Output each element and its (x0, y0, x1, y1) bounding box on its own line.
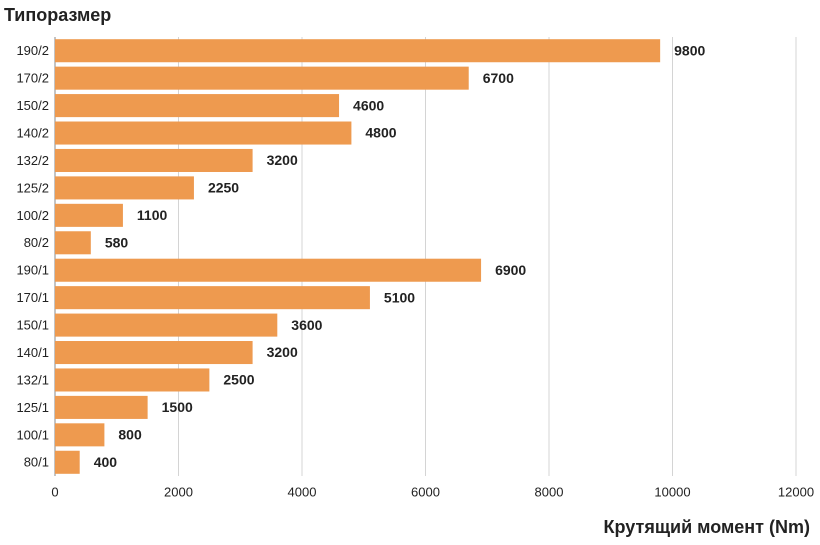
value-label: 6900 (495, 262, 526, 278)
bar (55, 203, 123, 227)
value-label: 3200 (267, 344, 298, 360)
bar (55, 341, 253, 365)
y-tick-label: 150/2 (16, 98, 49, 113)
y-axis-title: Типоразмер (4, 5, 111, 25)
y-tick-label: 170/2 (16, 71, 49, 86)
value-label: 400 (94, 454, 118, 470)
y-tick-label: 125/2 (16, 180, 49, 195)
y-tick-label: 125/1 (16, 400, 49, 415)
x-tick-label: 6000 (411, 484, 440, 499)
bar (55, 94, 340, 118)
value-label: 5100 (384, 289, 415, 305)
x-tick-label: 10000 (654, 484, 690, 499)
bar (55, 66, 469, 90)
value-label: 1500 (162, 399, 193, 415)
value-label: 9800 (674, 42, 705, 58)
bar (55, 231, 91, 255)
y-tick-label: 100/1 (16, 427, 49, 442)
bar (55, 39, 661, 63)
y-tick-label: 80/2 (24, 235, 49, 250)
bar (55, 148, 253, 172)
bar (55, 368, 210, 392)
value-label: 4600 (353, 97, 384, 113)
y-tick-label: 150/1 (16, 318, 49, 333)
x-tick-label: 0 (51, 484, 58, 499)
bar (55, 258, 482, 282)
bar (55, 423, 105, 447)
value-label: 580 (105, 234, 129, 250)
bar (55, 450, 80, 474)
x-axis-title: Крутящий момент (Nm) (604, 517, 810, 537)
x-tick-label: 12000 (778, 484, 814, 499)
bar (55, 395, 148, 419)
value-label: 800 (118, 427, 142, 443)
y-tick-label: 170/1 (16, 290, 49, 305)
y-tick-label: 132/2 (16, 153, 49, 168)
x-tick-label: 4000 (288, 484, 317, 499)
value-label: 3600 (291, 317, 322, 333)
x-tick-label: 2000 (164, 484, 193, 499)
y-tick-label: 100/2 (16, 208, 49, 223)
y-tick-label: 140/2 (16, 125, 49, 140)
value-label: 2500 (223, 372, 254, 388)
value-label: 3200 (267, 152, 298, 168)
y-tick-label: 190/2 (16, 43, 49, 58)
value-label: 1100 (137, 207, 168, 223)
bar (55, 121, 352, 145)
y-tick-label: 190/1 (16, 263, 49, 278)
y-tick-label: 80/1 (24, 455, 49, 470)
bar (55, 286, 370, 310)
y-tick-label: 140/1 (16, 345, 49, 360)
value-label: 6700 (483, 70, 514, 86)
value-label: 2250 (208, 180, 239, 196)
x-tick-label: 8000 (535, 484, 564, 499)
bar (55, 313, 278, 337)
value-label: 4800 (365, 125, 396, 141)
y-tick-label: 132/1 (16, 372, 49, 387)
bar (55, 176, 194, 200)
